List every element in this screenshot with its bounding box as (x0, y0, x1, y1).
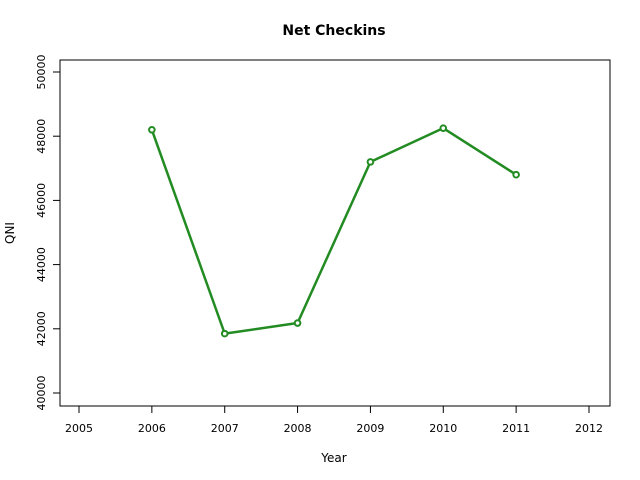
x-tick-label: 2007 (211, 422, 239, 435)
data-point (293, 319, 302, 327)
data-point (439, 124, 448, 132)
y-tick-label: 48000 (35, 119, 48, 154)
series-group (148, 124, 520, 338)
x-axis: 2005 2006 2007 2008 2009 2010 2011 2012 (65, 405, 603, 435)
data-point (148, 125, 156, 134)
x-tick-label: 2012 (575, 422, 603, 435)
y-tick-label: 50000 (35, 55, 48, 90)
data-point (512, 170, 520, 179)
y-axis-label: QNI (3, 222, 17, 244)
x-tick-label: 2011 (502, 422, 530, 435)
chart-title: Net Checkins (282, 23, 385, 39)
x-tick-label: 2009 (356, 422, 384, 435)
x-axis-label: Year (320, 451, 346, 465)
plot-frame (59, 59, 611, 407)
x-tick-label: 2006 (138, 422, 166, 435)
y-axis: 40000 42000 44000 46000 48000 50000 (35, 55, 61, 411)
x-tick-label: 2010 (429, 422, 457, 435)
y-tick-label: 46000 (35, 183, 48, 218)
y-tick-label: 40000 (35, 376, 48, 411)
x-tick-label: 2008 (284, 422, 312, 435)
y-tick-label: 44000 (35, 247, 48, 282)
y-tick-label: 42000 (35, 311, 48, 346)
series-line (150, 126, 517, 335)
x-tick-label: 2005 (65, 422, 93, 435)
data-point (366, 158, 375, 166)
data-point (220, 329, 229, 338)
